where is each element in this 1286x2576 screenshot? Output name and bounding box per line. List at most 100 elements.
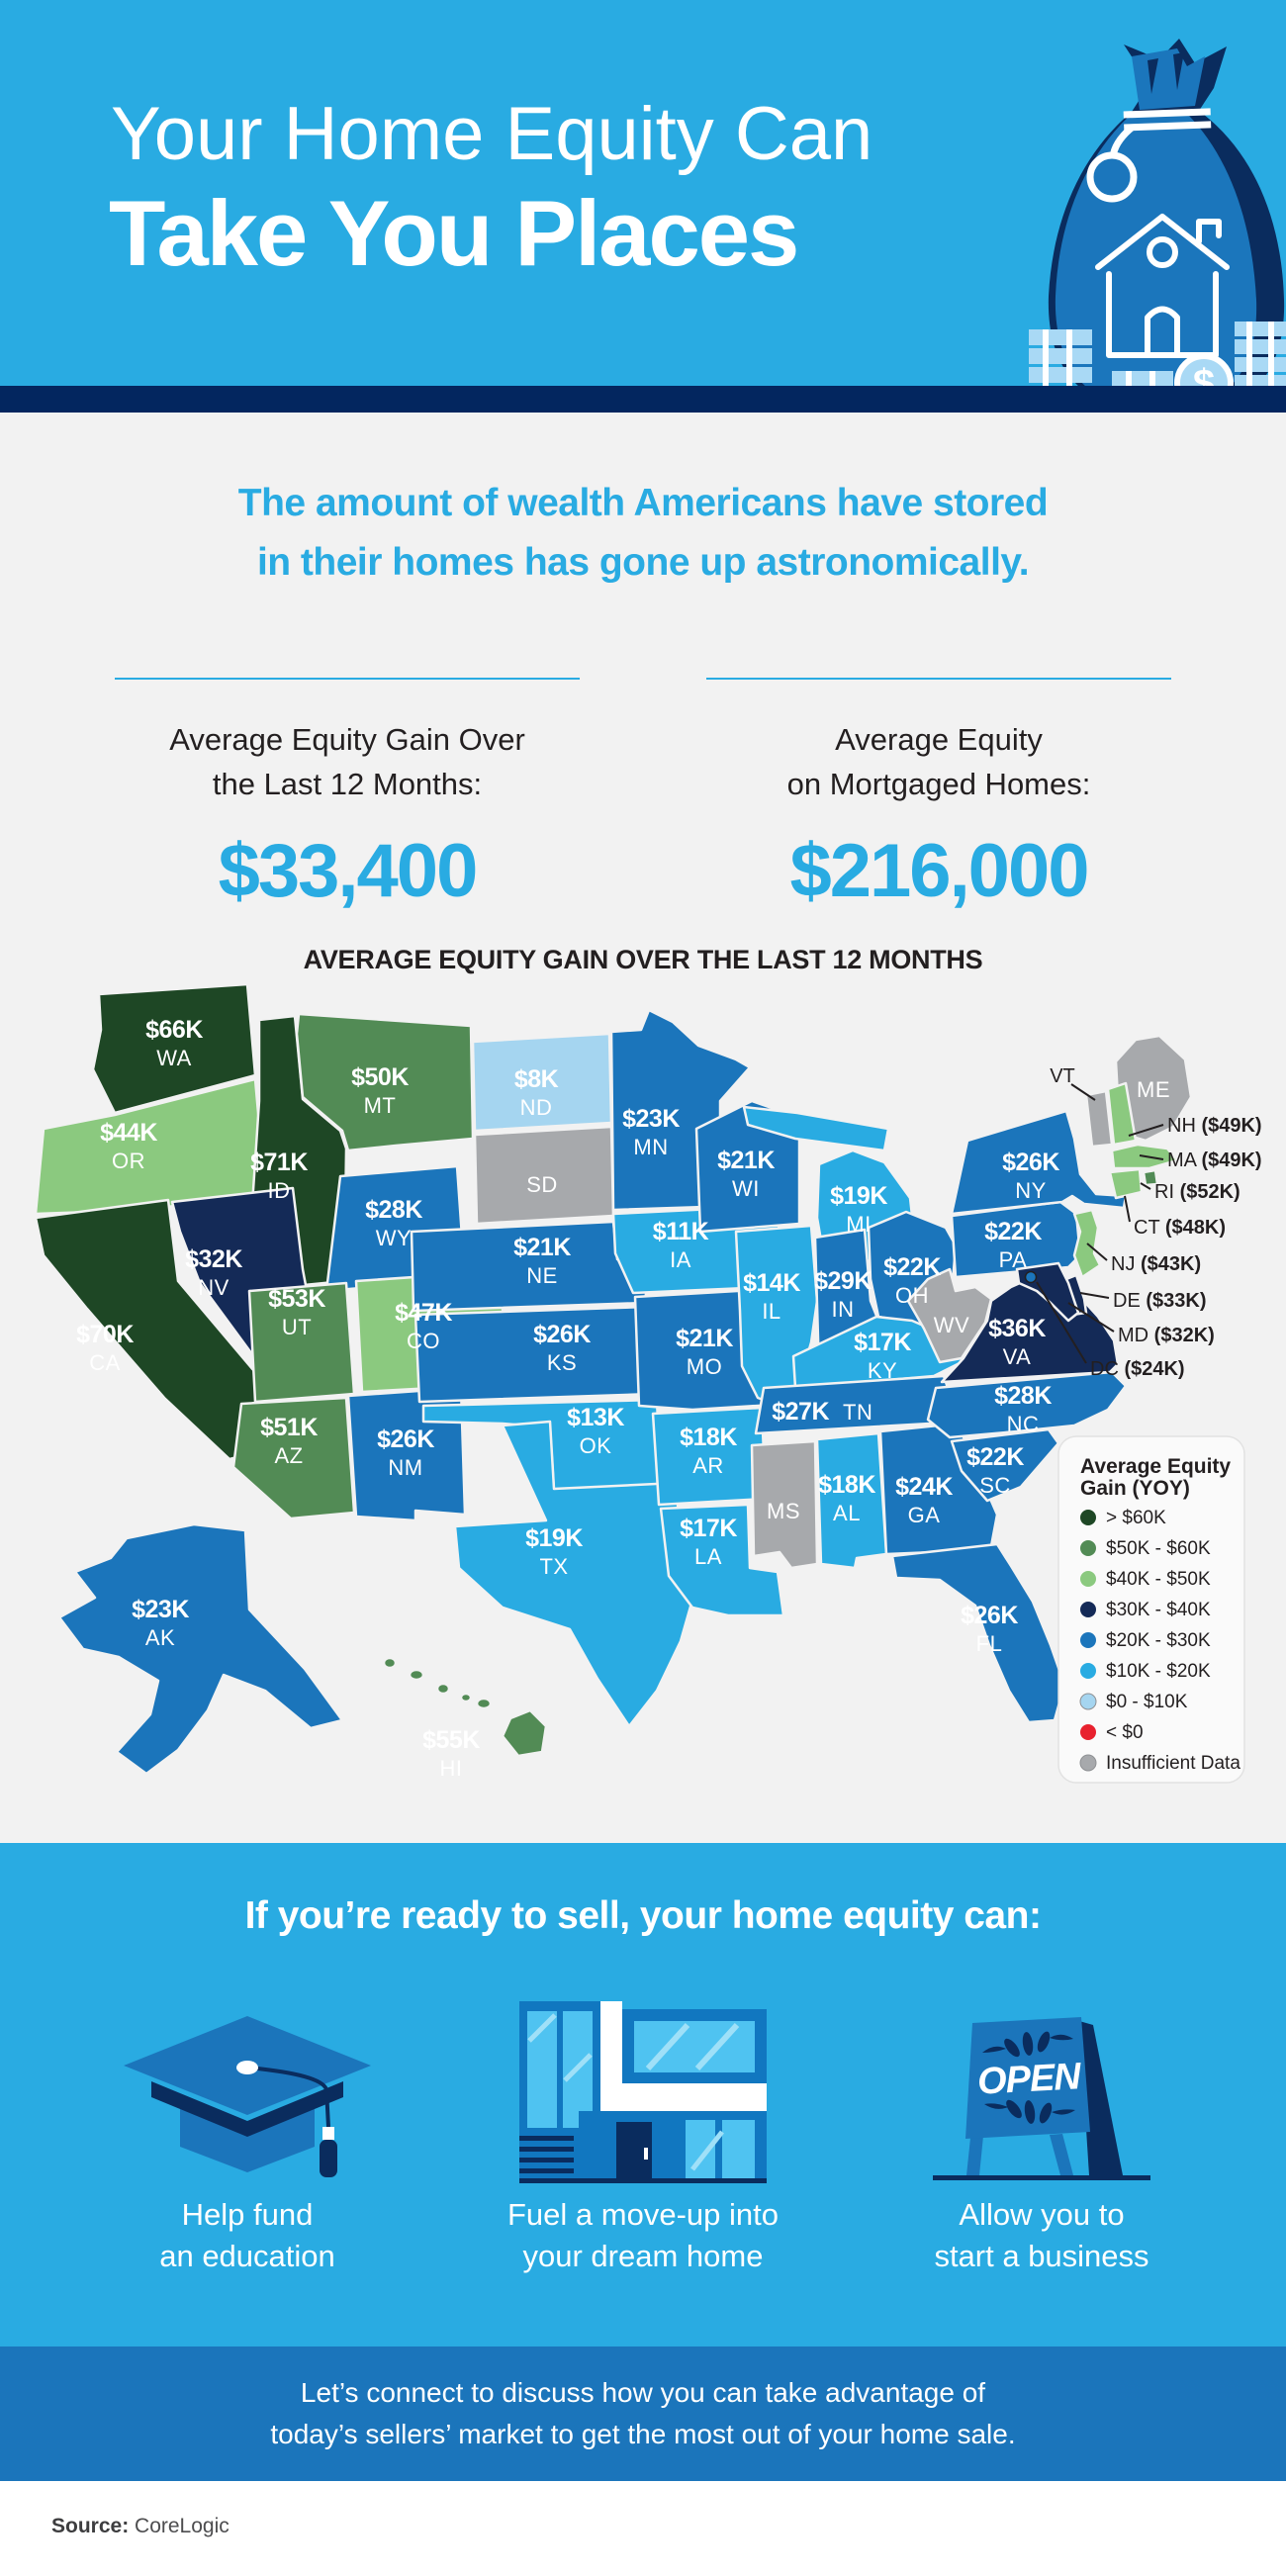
state-la	[659, 1503, 785, 1617]
state-ri	[1142, 1168, 1159, 1187]
legend-swatch-g60	[1080, 1510, 1096, 1525]
state-label-la: $17K	[680, 1515, 737, 1542]
state-label-il: $14K	[743, 1269, 800, 1297]
callout-line-ma	[1139, 1154, 1164, 1160]
callout-line-de	[1079, 1292, 1110, 1299]
modern-house-icon	[519, 2001, 767, 2183]
stat-label-line1: Average Equity	[835, 722, 1043, 757]
state-label-va: VA	[1003, 1344, 1032, 1369]
stat-equity-mortgaged: Average Equity on Mortgaged Homes: $216,…	[682, 678, 1196, 914]
state-label-in: $29K	[814, 1267, 872, 1295]
source-credit: Source: CoreLogic	[51, 2515, 230, 2538]
state-label-ny: NY	[1015, 1178, 1047, 1203]
source-label: Source:	[51, 2515, 130, 2537]
state-label-ar: $18K	[680, 1424, 737, 1451]
callout-vt: VT	[1050, 1065, 1075, 1087]
state-label-ne: NE	[526, 1263, 558, 1288]
state-label-co: CO	[407, 1329, 440, 1353]
callout-md: MD ($32K)	[1118, 1325, 1215, 1346]
header-navy-bar	[0, 386, 1286, 413]
callout-line-nj	[1086, 1242, 1108, 1261]
state-label-mi: $19K	[830, 1182, 887, 1210]
state-fl	[890, 1542, 1066, 1724]
state-label-nm: NM	[388, 1455, 422, 1480]
house-icon	[1095, 214, 1230, 358]
state-label-wy: WY	[376, 1226, 412, 1250]
state-label-ok: OK	[580, 1433, 612, 1458]
legend-swatch-g40	[1080, 1571, 1096, 1587]
state-vt	[1084, 1089, 1114, 1149]
callout-line-vt	[1070, 1083, 1096, 1101]
state-label-wa: WA	[156, 1046, 192, 1070]
legend-swatch-b0	[1079, 1693, 1097, 1710]
state-label-nc: $28K	[994, 1382, 1052, 1410]
state-label-ky: KY	[868, 1358, 897, 1383]
sell-section: If you’re ready to sell, your home equit…	[0, 1843, 1286, 2346]
state-ms	[750, 1439, 819, 1570]
state-nh	[1106, 1081, 1138, 1147]
stat-value: $33,400	[218, 829, 479, 913]
state-label-al: AL	[833, 1501, 861, 1525]
graduation-cap-icon	[124, 2016, 371, 2177]
legend-label-b10: $10K - $20K	[1106, 1661, 1211, 1682]
legend-label-b0: $0 - $10K	[1106, 1692, 1188, 1712]
money-bag-knot	[1132, 48, 1205, 110]
stat-divider	[706, 678, 1171, 680]
state-label-mi: MI	[846, 1212, 871, 1237]
state-label-ga: GA	[908, 1503, 941, 1527]
callout-line-ct	[1124, 1195, 1131, 1223]
state-label-pa: PA	[999, 1247, 1028, 1272]
state-label-me: ME	[1137, 1077, 1170, 1102]
money-bag-illustration: $	[1029, 39, 1286, 413]
state-label-mt: $50K	[351, 1063, 409, 1091]
state-al	[815, 1431, 888, 1570]
state-label-wi: $21K	[717, 1147, 775, 1174]
sell-heading: If you’re ready to sell, your home equit…	[244, 1894, 1042, 1937]
stat-label: Average Equity Gain Over the Last 12 Mon…	[90, 717, 604, 806]
state-label-pa: $22K	[984, 1218, 1042, 1245]
state-label-nd: $8K	[514, 1065, 559, 1093]
stat-label-line2: the Last 12 Months:	[212, 767, 483, 801]
state-label-nc: NC	[1007, 1412, 1040, 1436]
header: Your Home Equity Can Take You Places	[0, 0, 1286, 413]
state-label-fl: FL	[976, 1631, 1003, 1656]
legend-label-g60: > $60K	[1106, 1508, 1166, 1528]
state-ut	[247, 1281, 356, 1404]
legend-label-b20: $20K - $30K	[1106, 1630, 1211, 1651]
state-ny	[950, 1109, 1128, 1216]
state-label-wa: $66K	[145, 1016, 203, 1044]
legend-label-red: < $0	[1106, 1722, 1144, 1743]
page-title-line2: Take You Places	[109, 181, 799, 285]
state-label-wy: $28K	[365, 1196, 422, 1224]
state-label-ca: $70K	[76, 1321, 134, 1348]
legend-rows: > $60K $50K - $60K $40K - $50K $30K - $40K $…	[1079, 1508, 1240, 1774]
state-label-al: $18K	[818, 1471, 875, 1499]
state-wv	[906, 1267, 993, 1364]
legend-label-n30: $30K - $40K	[1106, 1600, 1211, 1620]
legend-title-line2: Gain (YOY)	[1080, 1477, 1190, 1500]
callout-line-nh	[1128, 1124, 1164, 1137]
education-caption: Help fund an education	[159, 2197, 335, 2273]
cta-line2: today’s sellers’ market to get the most …	[270, 2419, 1016, 2449]
stat-equity-gain: Average Equity Gain Over the Last 12 Mon…	[90, 678, 604, 914]
state-label-ia: IA	[670, 1247, 691, 1272]
state-label-ak: $23K	[132, 1596, 189, 1623]
money-bag-body	[1055, 114, 1257, 405]
callout-ct: CT ($48K)	[1134, 1217, 1226, 1239]
state-hi	[382, 1656, 548, 1758]
state-label-mo: $21K	[676, 1325, 733, 1352]
state-sc	[950, 1427, 1060, 1503]
state-label-la: LA	[694, 1544, 722, 1569]
open-sign-figure: OPEN	[903, 1972, 1180, 2184]
state-mt	[295, 1012, 475, 1152]
state-label-tx: TX	[539, 1554, 568, 1579]
callout-ma: MA ($49K)	[1167, 1150, 1262, 1171]
state-tx	[453, 1420, 694, 1728]
state-label-ga: $24K	[895, 1473, 953, 1501]
main-section: The amount of wealth Americans have stor…	[0, 413, 1286, 1843]
state-label-or: OR	[112, 1149, 145, 1173]
cta-bar: Let’s connect to discuss how you can tak…	[0, 2346, 1286, 2481]
